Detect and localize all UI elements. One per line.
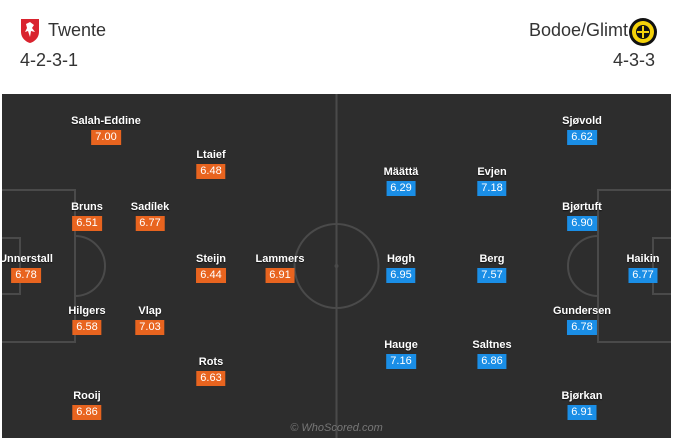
- pitch-markings: [2, 94, 671, 438]
- whoscored-watermark: © WhoScored.com: [290, 422, 383, 434]
- player-ltaief[interactable]: Ltaief 6.48: [196, 149, 226, 179]
- player-rating: 6.62: [567, 130, 597, 145]
- player-rating: 6.63: [196, 371, 226, 386]
- player-rating: 7.18: [477, 181, 507, 196]
- twente-crest-icon: [20, 18, 40, 49]
- player-rating: 6.48: [196, 164, 226, 179]
- player-name: Määttä: [383, 166, 419, 178]
- player-vlap[interactable]: Vlap 7.03: [135, 305, 165, 335]
- player-name: Salah-Eddine: [71, 115, 141, 127]
- player-rating: 6.77: [135, 216, 165, 231]
- home-formation: 4-2-3-1: [20, 50, 79, 70]
- player-rating: 6.91: [265, 268, 295, 283]
- player-name: Unnerstall: [2, 253, 53, 265]
- player-rating: 7.03: [135, 320, 165, 335]
- player-hogh[interactable]: Høgh 6.95: [386, 253, 416, 283]
- player-rooij[interactable]: Rooij 6.86: [72, 390, 102, 420]
- player-rating: 7.57: [477, 268, 507, 283]
- player-rots[interactable]: Rots 6.63: [196, 356, 226, 386]
- away-team-name: Bodoe/Glimt: [528, 20, 628, 40]
- player-name: Hauge: [384, 339, 418, 351]
- player-maatta[interactable]: Määttä 6.29: [383, 166, 419, 196]
- player-saltnes[interactable]: Saltnes 6.86: [472, 339, 512, 369]
- player-name: Saltnes: [472, 339, 512, 351]
- player-rating: 7.16: [386, 354, 416, 369]
- home-team-name: Twente: [48, 20, 107, 40]
- away-formation: 4-3-3: [612, 50, 655, 70]
- player-name: Gundersen: [552, 305, 612, 317]
- player-name: Steijn: [196, 253, 226, 265]
- player-name: Sjøvold: [562, 115, 602, 127]
- player-bjorkan[interactable]: Bjørkan 6.91: [561, 390, 603, 420]
- player-sadilek[interactable]: Sadílek 6.77: [130, 201, 170, 231]
- player-rating: 6.29: [386, 181, 416, 196]
- player-rating: 6.95: [386, 268, 416, 283]
- player-rating: 6.86: [477, 354, 507, 369]
- player-hilgers[interactable]: Hilgers 6.58: [68, 305, 106, 335]
- player-hauge[interactable]: Hauge 7.16: [384, 339, 418, 369]
- player-salah-eddine[interactable]: Salah-Eddine 7.00: [71, 115, 141, 145]
- player-name: Haikin: [626, 253, 660, 265]
- player-name: Rooij: [73, 390, 101, 402]
- player-name: Bjørkan: [561, 390, 603, 402]
- player-gundersen[interactable]: Gundersen 6.78: [553, 305, 611, 335]
- player-berg[interactable]: Berg 7.57: [477, 253, 507, 283]
- player-bruns[interactable]: Bruns 6.51: [71, 201, 103, 231]
- player-rating: 6.44: [196, 268, 226, 283]
- player-rating: 6.58: [72, 320, 102, 335]
- player-rating: 6.77: [628, 268, 658, 283]
- player-bjortuft[interactable]: Bjørtuft 6.90: [562, 201, 602, 231]
- player-name: Sadílek: [130, 201, 170, 213]
- player-name: Rots: [198, 356, 224, 368]
- pitch: Unnerstall 6.78 Salah-Eddine 7.00 Bruns …: [2, 94, 671, 438]
- player-evjen[interactable]: Evjen 7.18: [477, 166, 507, 196]
- player-rating: 6.90: [567, 216, 597, 231]
- player-name: Ltaief: [196, 149, 226, 161]
- player-name: Lammers: [255, 253, 305, 265]
- player-name: Hilgers: [68, 305, 106, 317]
- player-rating: 6.51: [72, 216, 102, 231]
- player-name: Evjen: [477, 166, 507, 178]
- player-name: Vlap: [138, 305, 162, 317]
- player-rating: 6.78: [567, 320, 597, 335]
- player-name: Bruns: [71, 201, 103, 213]
- player-rating: 6.91: [567, 405, 597, 420]
- player-name: Bjørtuft: [562, 201, 602, 213]
- player-lammers[interactable]: Lammers 6.91: [255, 253, 305, 283]
- player-sjovold[interactable]: Sjøvold 6.62: [562, 115, 602, 145]
- player-rating: 6.86: [72, 405, 102, 420]
- player-unnerstall[interactable]: Unnerstall 6.78: [2, 253, 53, 283]
- player-name: Berg: [479, 253, 505, 265]
- player-name: Høgh: [386, 253, 416, 265]
- player-haikin[interactable]: Haikin 6.77: [626, 253, 660, 283]
- bodoe-glimt-crest-icon: [628, 17, 658, 52]
- player-steijn[interactable]: Steijn 6.44: [196, 253, 226, 283]
- player-rating: 7.00: [91, 130, 121, 145]
- player-rating: 6.78: [11, 268, 41, 283]
